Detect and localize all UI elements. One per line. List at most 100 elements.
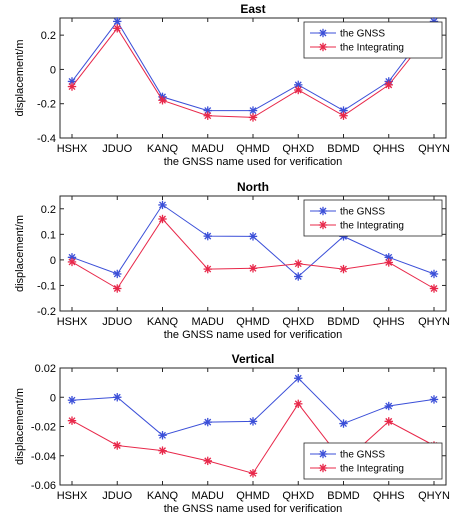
legend-marker — [318, 28, 328, 38]
data-point-gnss — [67, 395, 77, 405]
legend-marker — [318, 42, 328, 52]
data-point-integrating — [384, 417, 393, 426]
data-point-integrating — [248, 264, 258, 273]
data-point-gnss — [384, 401, 393, 411]
y-tick-label: 0.2 — [41, 30, 56, 42]
y-tick-label: -0.06 — [31, 480, 56, 492]
data-point-gnss — [429, 269, 439, 279]
panel-north: North -0.2 -0.1 0 0.1 0.2 HSHX JDUO KANQ MADU QHMD… — [14, 180, 450, 341]
panel-vertical: Vertical -0.06 -0.04 -0.02 0 0.02 HSHX JDUO KANQ… — [14, 352, 450, 515]
x-tick-label: HSHX — [57, 143, 88, 155]
y-tick-label: 0 — [50, 392, 56, 404]
x-tick-label: JDUO — [102, 316, 132, 328]
legend-label: the Integrating — [340, 221, 404, 232]
y-tick-label: -0.2 — [37, 306, 56, 318]
legend-label: the Integrating — [340, 43, 404, 54]
data-point-integrating — [203, 111, 212, 120]
y-tick-label: 0.02 — [35, 363, 56, 375]
data-point-gnss — [294, 374, 303, 383]
y-tick-label: -0.4 — [37, 133, 56, 145]
x-axis-label: the GNSS name used for verification — [164, 503, 343, 515]
x-tick-label: QHHS — [373, 490, 405, 502]
panel-east: East -0.4 -0.2 0 0.2 HSHX JDUO KANQ MADU QHMD QHXD… — [14, 2, 450, 168]
x-tick-label: KANQ — [147, 143, 179, 155]
y-tick-label: -0.2 — [37, 99, 56, 111]
data-point-integrating — [384, 80, 393, 90]
x-tick-label: QHMD — [236, 143, 270, 155]
x-tick-label: QHYN — [418, 490, 450, 502]
data-point-integrating — [203, 264, 212, 274]
x-tick-label: BDMD — [327, 490, 359, 502]
data-point-gnss — [339, 419, 348, 428]
x-tick-label: KANQ — [147, 316, 179, 328]
data-point-integrating — [113, 441, 122, 450]
data-point-gnss — [158, 200, 167, 210]
data-point-gnss — [429, 395, 439, 404]
data-point-gnss — [158, 431, 167, 440]
x-tick-label: QHYN — [418, 316, 450, 328]
data-point-integrating — [339, 264, 348, 274]
y-tick-label: -0.1 — [37, 280, 56, 292]
data-point-integrating — [248, 113, 258, 122]
legend-box — [303, 199, 443, 237]
data-point-integrating — [113, 284, 122, 293]
x-tick-label: JDUO — [102, 490, 132, 502]
y-tick-label: 0 — [50, 64, 56, 76]
data-point-integrating — [294, 259, 303, 268]
legend-box — [303, 21, 443, 59]
x-tick-label: BDMD — [327, 143, 359, 155]
x-tick-label: QHHS — [373, 316, 405, 328]
data-point-integrating — [67, 416, 77, 425]
legend-marker — [318, 449, 328, 459]
data-point-integrating — [67, 257, 77, 267]
legend: the GNSS the Integrating — [303, 442, 443, 480]
data-point-gnss — [113, 269, 122, 279]
data-point-gnss — [203, 231, 212, 241]
data-point-integrating — [113, 24, 122, 33]
data-point-gnss — [294, 272, 303, 281]
chart-title: Vertical — [232, 352, 275, 366]
x-tick-label: QHMD — [236, 316, 270, 328]
data-point-integrating — [158, 214, 167, 224]
x-tick-label: HSHX — [57, 490, 88, 502]
data-point-integrating — [158, 96, 167, 105]
x-tick-label: MADU — [192, 316, 224, 328]
data-point-gnss — [113, 393, 122, 402]
x-tick-label: QHXD — [282, 316, 314, 328]
legend-box — [303, 442, 443, 480]
legend-marker — [318, 206, 328, 216]
x-tick-label: QHYN — [418, 143, 450, 155]
data-point-integrating — [158, 446, 167, 455]
y-tick-label: 0.1 — [41, 229, 56, 241]
data-point-integrating — [294, 399, 303, 409]
x-axis-label: the GNSS name used for verification — [164, 329, 343, 341]
y-tick-label: -0.04 — [31, 451, 56, 463]
x-axis-label: the GNSS name used for verification — [164, 156, 343, 168]
data-point-gnss — [248, 232, 258, 241]
data-point-integrating — [294, 85, 303, 95]
x-tick-label: JDUO — [102, 143, 132, 155]
x-tick-label: QHXD — [282, 490, 314, 502]
x-tick-label: HSHX — [57, 316, 88, 328]
x-tick-label: QHHS — [373, 143, 405, 155]
x-tick-label: QHXD — [282, 143, 314, 155]
chart-title: East — [240, 2, 265, 16]
x-tick-label: KANQ — [147, 490, 179, 502]
legend: the GNSS the Integrating — [303, 21, 443, 59]
x-tick-label: QHMD — [236, 490, 270, 502]
legend-label: the GNSS — [340, 207, 385, 218]
legend: the GNSS the Integrating — [303, 199, 443, 237]
y-tick-label: 0.2 — [41, 204, 56, 216]
chart-title: North — [237, 180, 269, 194]
data-point-integrating — [339, 111, 348, 120]
legend-label: the GNSS — [340, 29, 385, 40]
data-point-integrating — [203, 456, 212, 466]
data-point-integrating — [429, 284, 439, 293]
x-tick-label: MADU — [192, 490, 224, 502]
legend-label: the Integrating — [340, 464, 404, 475]
y-axis-label: displacement/m — [14, 39, 26, 116]
x-tick-label: BDMD — [327, 316, 359, 328]
data-point-integrating — [248, 469, 258, 478]
y-axis-label: displacement/m — [14, 215, 26, 292]
